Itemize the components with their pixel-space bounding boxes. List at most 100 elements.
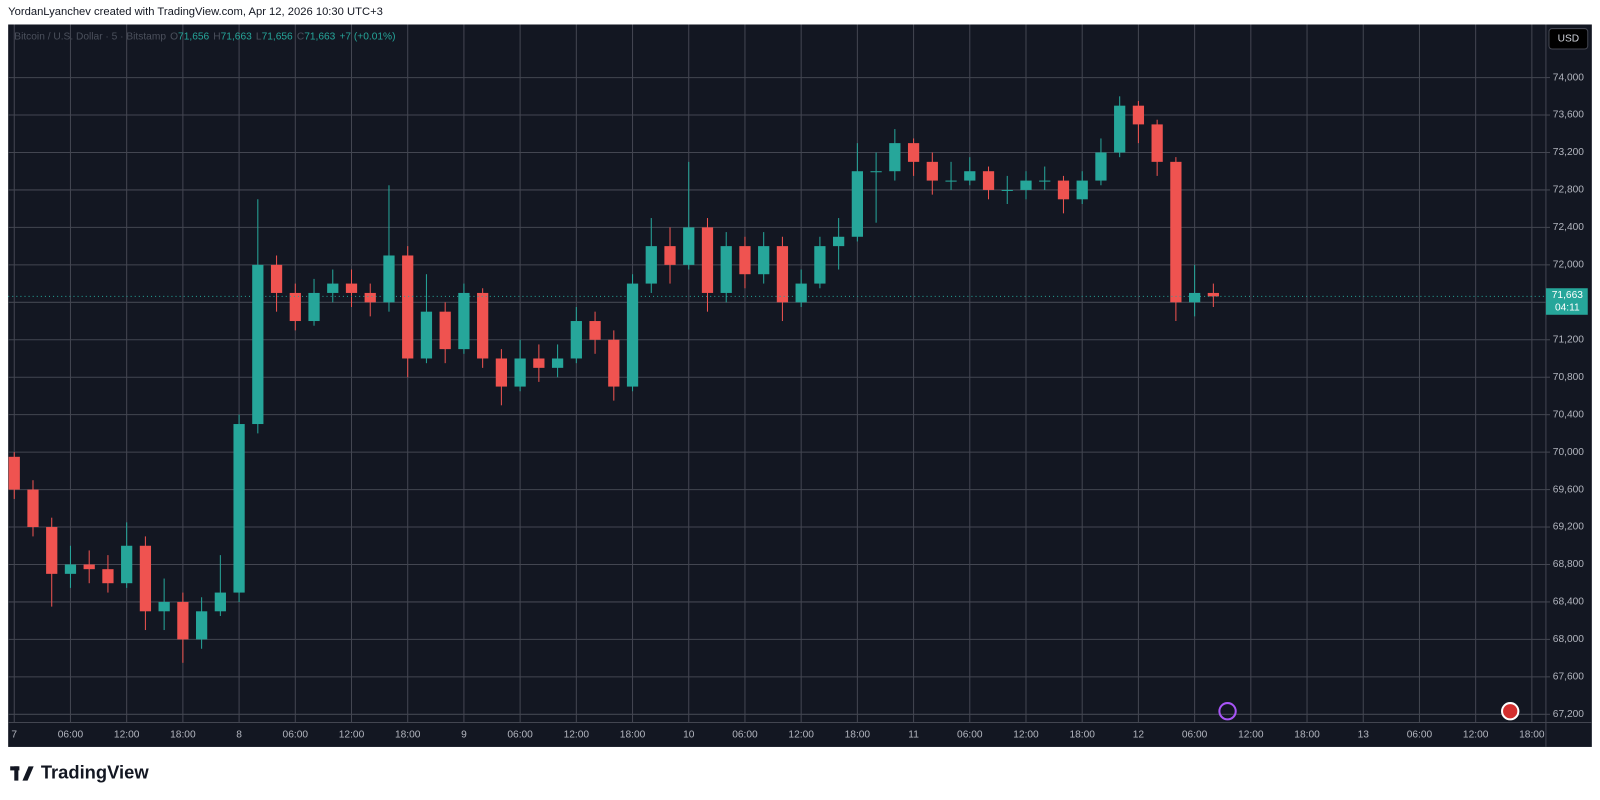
x-tick-label: 18:00 bbox=[1069, 729, 1095, 740]
candle-body bbox=[926, 161, 938, 181]
candle-body bbox=[420, 311, 433, 359]
x-tick-label: 9 bbox=[461, 729, 467, 740]
y-tick-label: 69,600 bbox=[1553, 484, 1584, 495]
ohlc-value: C bbox=[297, 31, 304, 42]
logo-mark bbox=[22, 766, 34, 781]
x-tick-label: 12:00 bbox=[1238, 729, 1264, 740]
ohlc-value: 71,656 bbox=[178, 31, 209, 42]
candle-body bbox=[570, 321, 582, 359]
y-tick-label: 68,400 bbox=[1553, 597, 1584, 608]
candle-body bbox=[102, 569, 114, 584]
ohlc-value: L bbox=[256, 31, 262, 42]
last-price-box bbox=[1545, 288, 1588, 315]
y-tick-label: 73,200 bbox=[1553, 147, 1584, 158]
event-icon[interactable] bbox=[1218, 702, 1237, 721]
candle-body bbox=[158, 601, 170, 612]
candle-body bbox=[776, 246, 789, 303]
candle-body bbox=[1132, 105, 1145, 125]
candle-body bbox=[8, 456, 20, 490]
x-tick-label: 06:00 bbox=[1182, 729, 1208, 740]
y-tick-label: 68,000 bbox=[1553, 634, 1584, 645]
x-tick-label: 8 bbox=[236, 729, 242, 740]
x-tick-label: 12:00 bbox=[788, 729, 814, 740]
candle-body bbox=[889, 143, 901, 172]
candle-body bbox=[851, 171, 863, 237]
y-tick-label: 72,800 bbox=[1553, 185, 1584, 196]
candle-body bbox=[964, 171, 976, 181]
candle-body bbox=[46, 527, 58, 574]
candle-body bbox=[289, 292, 301, 322]
candle-body bbox=[308, 292, 320, 322]
x-tick-label: 7 bbox=[11, 729, 17, 740]
y-tick-label: 69,200 bbox=[1553, 522, 1584, 533]
candle-body bbox=[551, 358, 564, 368]
candle-body bbox=[195, 611, 208, 640]
candle-body bbox=[1076, 180, 1088, 200]
x-tick-label: 18:00 bbox=[845, 729, 871, 740]
candle-body bbox=[683, 227, 695, 265]
candle-body bbox=[814, 246, 826, 284]
x-tick-label: 18:00 bbox=[1519, 729, 1545, 740]
candle-body bbox=[1170, 161, 1182, 303]
candle-body bbox=[608, 339, 620, 387]
ohlc-legend: O 71,656 H 71,663 L 71,656 C 71,663 +7 (+0.01%) bbox=[170, 31, 395, 42]
candle-body bbox=[739, 246, 751, 275]
x-tick-label: 06:00 bbox=[957, 729, 983, 740]
x-tick-label: 13 bbox=[1358, 729, 1370, 740]
candle-body bbox=[1188, 292, 1201, 303]
x-tick-label: 11 bbox=[908, 729, 919, 740]
y-tick-label: 67,600 bbox=[1553, 672, 1584, 683]
candle-body bbox=[833, 236, 845, 247]
candle-body bbox=[383, 255, 395, 303]
ohlc-value: 71,656 bbox=[262, 31, 293, 42]
logo-mark bbox=[14, 766, 19, 781]
candle-body bbox=[907, 143, 920, 162]
candle-body bbox=[214, 592, 226, 612]
y-tick-label: 71,200 bbox=[1553, 334, 1584, 345]
y-tick-label: 67,200 bbox=[1553, 709, 1584, 720]
y-tick-label: 74,000 bbox=[1553, 72, 1584, 83]
candle-body bbox=[589, 321, 601, 340]
candle-body bbox=[177, 601, 189, 640]
currency: USD bbox=[1558, 33, 1580, 44]
plot bbox=[8, 96, 1546, 663]
ohlc-value: +7 (+0.01%) bbox=[339, 31, 395, 42]
x-tick-label: 18:00 bbox=[395, 729, 421, 740]
candle-body bbox=[495, 358, 508, 387]
candle-body bbox=[1114, 105, 1126, 153]
candle-body bbox=[1020, 180, 1032, 190]
x-tick-label: 06:00 bbox=[732, 729, 758, 740]
x-tick-label: 12:00 bbox=[114, 729, 140, 740]
x-tick-label: 06:00 bbox=[1407, 729, 1433, 740]
candle-body bbox=[402, 255, 414, 359]
ohlc-value: O bbox=[170, 31, 178, 42]
candle-body bbox=[270, 264, 283, 293]
x-tick-label: 12:00 bbox=[1463, 729, 1489, 740]
candle-body bbox=[664, 246, 676, 265]
candle-body bbox=[626, 283, 639, 387]
candle-body bbox=[139, 545, 152, 612]
x-tick-label: 12 bbox=[1133, 729, 1145, 740]
candle-body bbox=[458, 292, 470, 350]
last-price-label: 71,663 bbox=[1552, 290, 1583, 301]
header: YordanLyanchev created with TradingView.… bbox=[8, 6, 383, 18]
candle-body bbox=[439, 311, 451, 350]
candle-body bbox=[1095, 152, 1107, 181]
candle-body bbox=[1207, 292, 1219, 297]
grid bbox=[8, 24, 1546, 723]
candle-body bbox=[533, 358, 545, 368]
symbol: Bitcoin / U.S. Dollar · 5 · Bitstamp bbox=[14, 31, 166, 42]
candle-body bbox=[1151, 124, 1163, 162]
candle-body bbox=[720, 246, 732, 293]
y-tick-label: 70,000 bbox=[1553, 447, 1584, 458]
x-tick-label: 10 bbox=[683, 729, 695, 740]
axes: 67,200 67,600 68,000 68,400 68,800 69,200 69,6… bbox=[11, 72, 1588, 740]
candle-body bbox=[27, 489, 39, 528]
chart-background bbox=[8, 24, 1592, 747]
currency-button[interactable] bbox=[1548, 28, 1589, 50]
x-tick-label: 12:00 bbox=[564, 729, 590, 740]
flag-icon[interactable] bbox=[1501, 702, 1520, 721]
logo-text: TradingView bbox=[41, 761, 150, 782]
candle-body bbox=[64, 564, 77, 574]
